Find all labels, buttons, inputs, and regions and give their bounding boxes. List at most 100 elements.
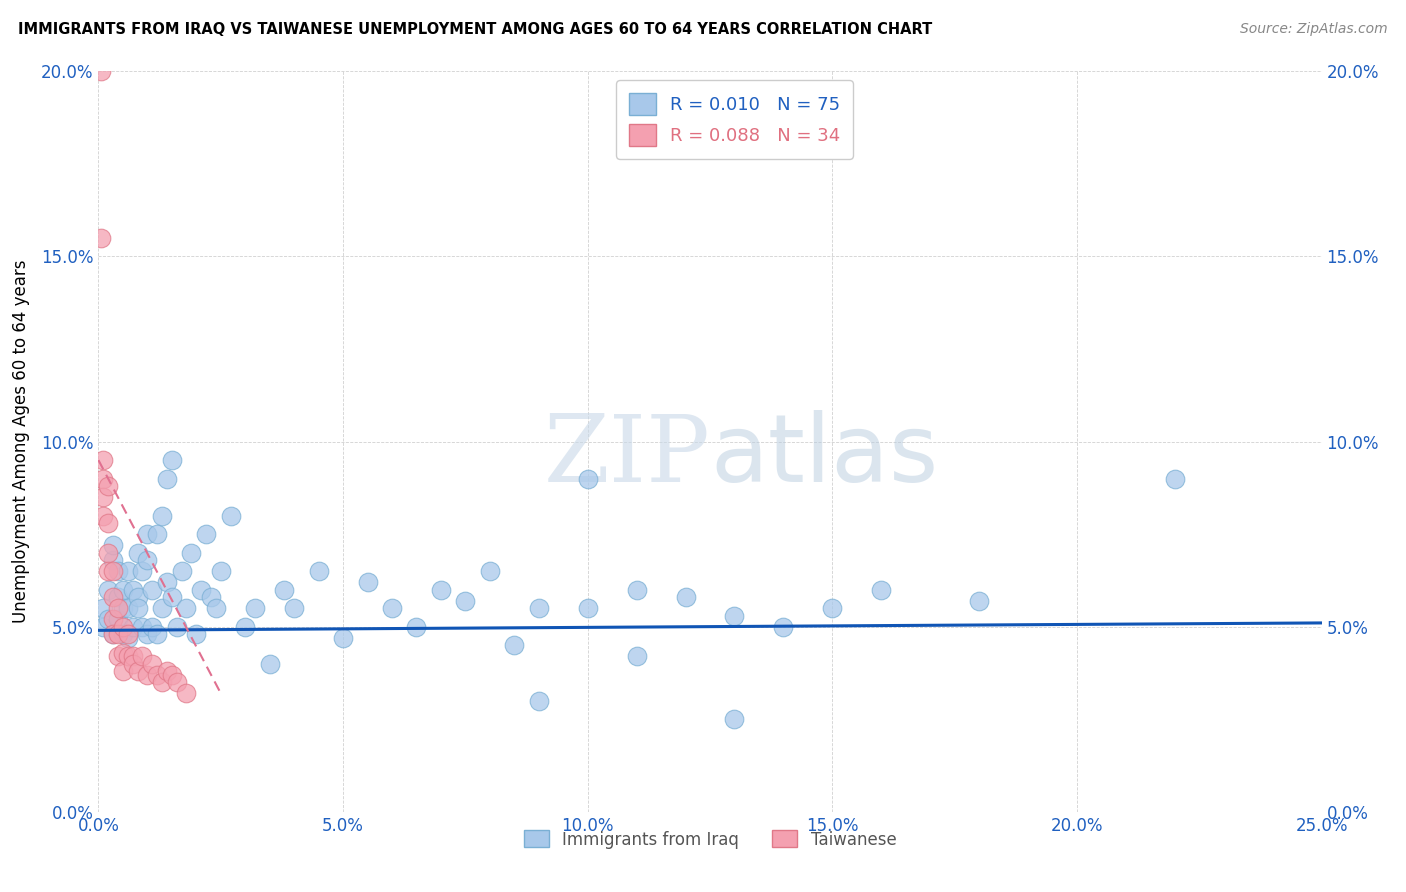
- Point: [136, 667, 159, 681]
- Point: [97, 582, 120, 597]
- Point: [356, 575, 378, 590]
- Point: [332, 631, 354, 645]
- Point: [166, 675, 188, 690]
- Point: [870, 582, 893, 597]
- Point: [107, 564, 129, 578]
- Point: [576, 472, 599, 486]
- Point: [117, 601, 139, 615]
- Point: [121, 657, 143, 671]
- Point: [101, 627, 124, 641]
- Point: [91, 508, 114, 523]
- Point: [90, 231, 112, 245]
- Point: [233, 619, 256, 633]
- Point: [117, 564, 139, 578]
- Point: [626, 582, 648, 597]
- Point: [107, 649, 129, 664]
- Point: [273, 582, 295, 597]
- Point: [136, 527, 159, 541]
- Point: [127, 545, 149, 560]
- Point: [97, 612, 120, 626]
- Point: [576, 601, 599, 615]
- Point: [150, 508, 173, 523]
- Point: [91, 619, 114, 633]
- Point: [101, 564, 124, 578]
- Point: [97, 564, 120, 578]
- Point: [101, 627, 124, 641]
- Point: [111, 619, 134, 633]
- Point: [121, 582, 143, 597]
- Point: [146, 667, 169, 681]
- Point: [180, 545, 202, 560]
- Point: [283, 601, 305, 615]
- Point: [190, 582, 212, 597]
- Point: [136, 553, 159, 567]
- Point: [160, 453, 183, 467]
- Point: [111, 646, 134, 660]
- Point: [186, 627, 208, 641]
- Point: [91, 472, 114, 486]
- Point: [121, 649, 143, 664]
- Point: [107, 601, 129, 615]
- Point: [131, 564, 153, 578]
- Point: [527, 694, 550, 708]
- Point: [626, 649, 648, 664]
- Point: [146, 627, 169, 641]
- Point: [111, 582, 134, 597]
- Point: [107, 627, 129, 641]
- Point: [107, 612, 129, 626]
- Point: [141, 582, 163, 597]
- Point: [107, 590, 129, 604]
- Point: [97, 479, 120, 493]
- Point: [1164, 472, 1187, 486]
- Text: Source: ZipAtlas.com: Source: ZipAtlas.com: [1240, 22, 1388, 37]
- Point: [127, 601, 149, 615]
- Point: [117, 649, 139, 664]
- Point: [91, 601, 114, 615]
- Point: [156, 575, 179, 590]
- Point: [503, 638, 526, 652]
- Point: [219, 508, 242, 523]
- Point: [101, 612, 124, 626]
- Point: [156, 664, 179, 678]
- Point: [101, 590, 124, 604]
- Point: [90, 64, 112, 78]
- Point: [166, 619, 188, 633]
- Y-axis label: Unemployment Among Ages 60 to 64 years: Unemployment Among Ages 60 to 64 years: [11, 260, 30, 624]
- Point: [91, 490, 114, 504]
- Legend: Immigrants from Iraq, Taiwanese: Immigrants from Iraq, Taiwanese: [517, 823, 903, 855]
- Point: [117, 631, 139, 645]
- Point: [131, 619, 153, 633]
- Point: [205, 601, 228, 615]
- Point: [141, 657, 163, 671]
- Point: [111, 664, 134, 678]
- Point: [176, 601, 198, 615]
- Point: [136, 627, 159, 641]
- Point: [723, 608, 745, 623]
- Point: [200, 590, 222, 604]
- Text: IMMIGRANTS FROM IRAQ VS TAIWANESE UNEMPLOYMENT AMONG AGES 60 TO 64 YEARS CORRELA: IMMIGRANTS FROM IRAQ VS TAIWANESE UNEMPL…: [18, 22, 932, 37]
- Point: [141, 619, 163, 633]
- Point: [150, 675, 173, 690]
- Point: [97, 516, 120, 530]
- Point: [478, 564, 501, 578]
- Point: [170, 564, 193, 578]
- Point: [821, 601, 844, 615]
- Text: ZIP: ZIP: [543, 411, 710, 501]
- Point: [405, 619, 427, 633]
- Point: [101, 553, 124, 567]
- Point: [97, 545, 120, 560]
- Point: [209, 564, 232, 578]
- Point: [121, 619, 143, 633]
- Point: [723, 712, 745, 726]
- Point: [156, 472, 179, 486]
- Point: [967, 593, 990, 607]
- Point: [308, 564, 330, 578]
- Point: [176, 686, 198, 700]
- Point: [131, 649, 153, 664]
- Point: [527, 601, 550, 615]
- Point: [675, 590, 697, 604]
- Point: [127, 590, 149, 604]
- Point: [91, 453, 114, 467]
- Point: [195, 527, 218, 541]
- Point: [381, 601, 404, 615]
